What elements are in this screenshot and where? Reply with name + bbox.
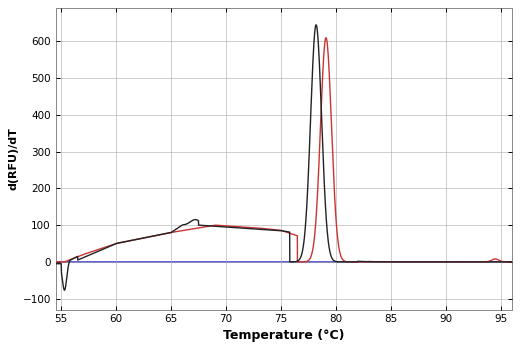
- Y-axis label: d(RFU)/dT: d(RFU)/dT: [8, 127, 18, 190]
- X-axis label: Temperature (°C): Temperature (°C): [223, 329, 344, 342]
